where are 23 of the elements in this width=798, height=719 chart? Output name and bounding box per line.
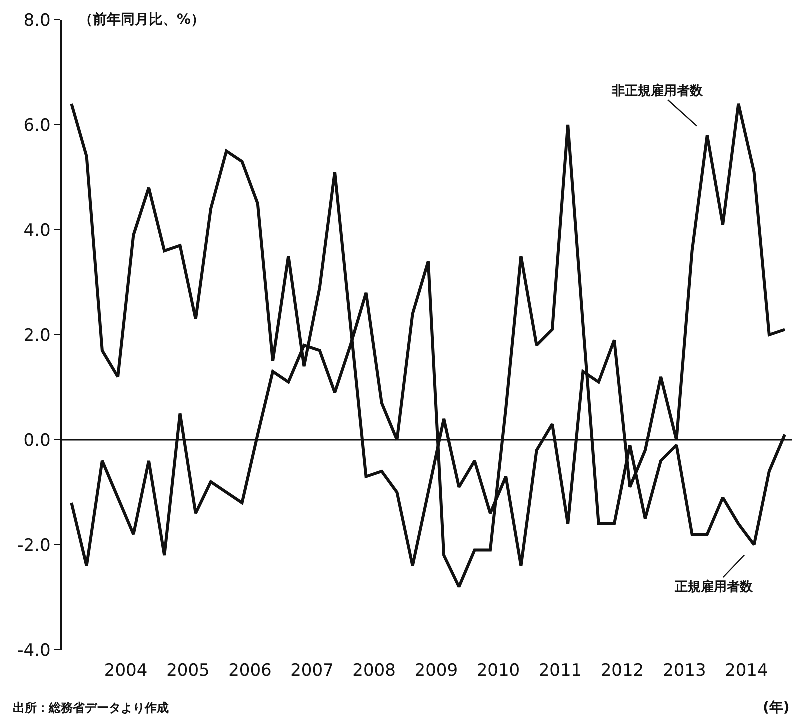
text: 出所：総務省データより作成 xyxy=(13,701,169,715)
text: 非正規雇用者数 xyxy=(611,83,704,99)
y-tick-label: 6.0 xyxy=(24,116,51,136)
x-tick-label: 2011 xyxy=(538,661,582,681)
y-tick-label: 0.0 xyxy=(24,430,51,451)
x-tick-label: 2014 xyxy=(725,661,768,681)
x-tick-label: 2005 xyxy=(166,661,210,681)
x-tick-label: 2007 xyxy=(290,661,334,681)
y-axis-title: （前年同月比、%） xyxy=(79,12,206,28)
text: 正規雇用者数 xyxy=(674,579,754,595)
y-tick-label: 8.0 xyxy=(24,10,51,31)
y-tick-label: -4.0 xyxy=(18,640,51,661)
y-tick-label: 2.0 xyxy=(24,326,51,346)
x-tick-label: 2004 xyxy=(104,661,148,681)
x-tick-label: 2009 xyxy=(414,661,458,681)
y-tick-label: -2.0 xyxy=(18,536,51,556)
x-tick-label: 2008 xyxy=(352,661,396,681)
x-tick-label: 2012 xyxy=(600,661,644,681)
x-tick-label: 2006 xyxy=(228,661,272,681)
y-tick-label: 4.0 xyxy=(24,220,51,241)
x-tick-label: 2013 xyxy=(662,661,706,681)
x-tick-label: 2010 xyxy=(476,661,520,681)
x-axis-title: (年) xyxy=(763,700,790,716)
